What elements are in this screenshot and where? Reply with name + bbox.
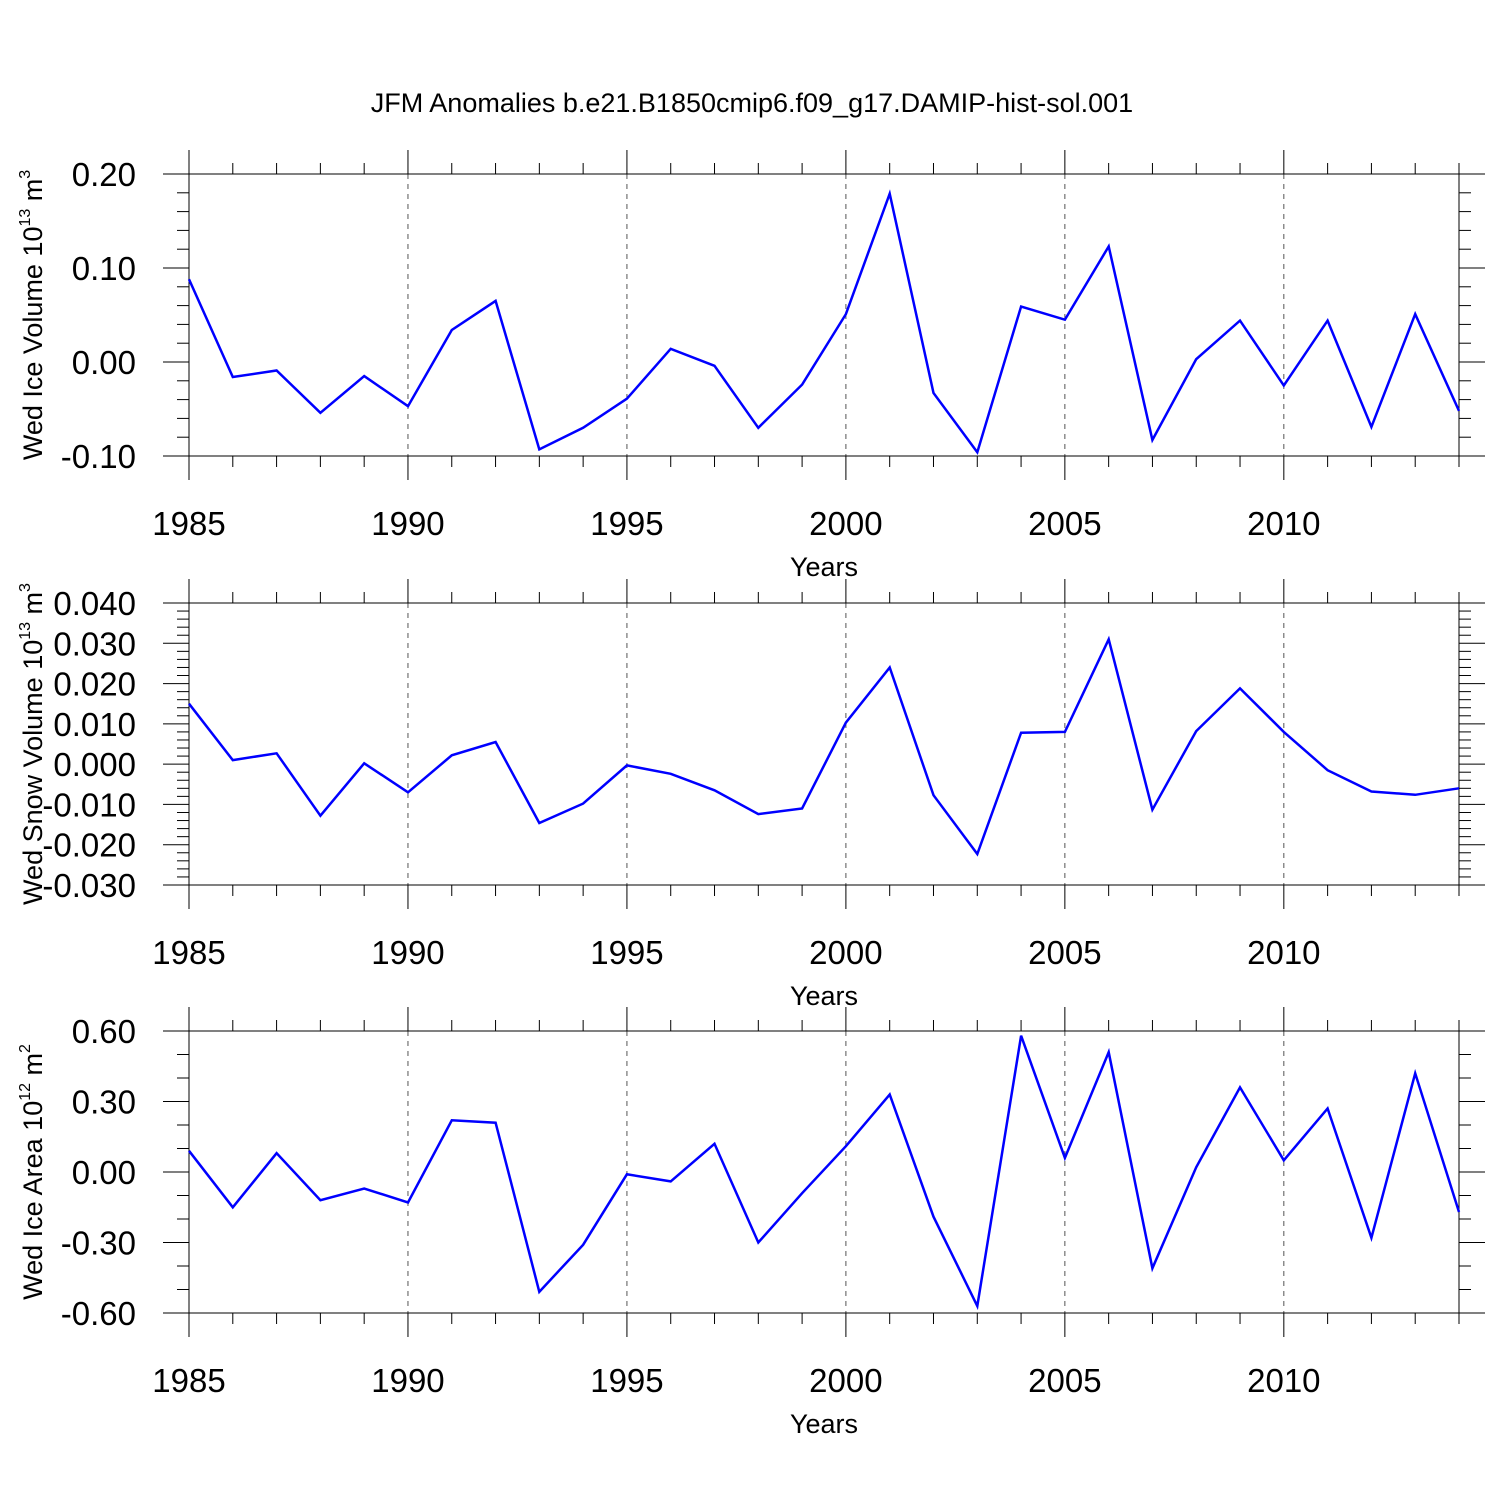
y-tick-label: -0.020 [42,827,136,864]
x-axis-title: Years [790,1409,858,1439]
x-tick-label: 1985 [152,934,225,971]
y-tick-label: 0.000 [53,746,136,783]
series-line [187,189,1461,455]
y-tick-label: 0.010 [53,706,136,743]
y-axis-title-unit-power: 3 [17,583,34,592]
y-tick-label: 0.020 [53,666,136,703]
panel-ice-volume: 1985 1990 1995 2000 2005 2010 Years -0.10 0.00 0.… [17,150,1485,582]
y-tick-label: -0.10 [61,438,136,475]
x-axis-title: Years [790,981,858,1011]
y-axis-title-unit-power: 2 [17,1044,34,1053]
y-tick-label: -0.60 [61,1295,136,1332]
y-tick-label: 0.030 [53,625,136,662]
y-tick-label: 0.00 [72,344,136,381]
y-axis-title: Wed Ice Area 1012 m2 [17,1044,48,1300]
y-axis-title-text: Wed Snow Volume 10 [18,640,48,905]
x-tick-label: 2010 [1247,934,1320,971]
x-tick-label: 1995 [590,934,663,971]
y-axis-title-text: Wed Ice Area 10 [18,1101,48,1300]
x-tick-label: 2000 [809,934,882,971]
x-tick-label: 2000 [809,1362,882,1399]
x-tick-label: 1990 [371,1362,444,1399]
x-tick-label: 2010 [1247,1362,1320,1399]
x-tick-label: 1990 [371,505,444,542]
y-axis-title-exponent: 12 [17,1083,34,1101]
y-tick-label: -0.30 [61,1225,136,1262]
y-axis-title: Wed Snow Volume 1013 m3 [17,583,48,905]
y-tick-label: 0.040 [53,585,136,622]
y-axis-title-exponent: 13 [17,622,34,640]
y-axis-title: Wed Ice Volume 1013 m3 [17,170,48,460]
y-tick-label: 0.10 [72,250,136,287]
plot-frame [188,1030,1460,1314]
y-axis-title-unit: m [18,1053,48,1083]
series-line [188,635,1460,857]
x-tick-label: 1985 [152,505,225,542]
y-tick-label: -0.010 [42,786,136,823]
plot-frame [188,173,1460,457]
panel-snow-volume: 1985 1990 1995 2000 2005 2010 Years -0.030-0.02… [17,579,1485,1011]
x-tick-label: 2000 [809,505,882,542]
x-tick-label: 1985 [152,1362,225,1399]
y-axis-title-unit: m [18,592,48,622]
y-axis-title-text: Wed Ice Volume 10 [18,227,48,461]
y-tick-label: 0.60 [72,1013,136,1050]
y-axis-title-unit: m [18,179,48,209]
x-tick-label: 2010 [1247,505,1320,542]
x-tick-label: 2005 [1028,1362,1101,1399]
y-axis-title-unit-power: 3 [17,170,34,179]
x-tick-label: 1995 [590,505,663,542]
y-tick-label: 0.00 [72,1154,136,1191]
y-tick-label: -0.030 [42,867,136,904]
x-axis-title: Years [790,552,858,582]
panel-ice-area: 1985 1990 1995 2000 2005 2010 Years -0.60 -0.30 0… [17,1007,1485,1439]
y-tick-label: 0.20 [72,156,136,193]
y-tick-label: 0.30 [72,1084,136,1121]
x-tick-label: 1995 [590,1362,663,1399]
series-line [188,1035,1461,1311]
chart-title: JFM Anomalies b.e21.B1850cmip6.f09_g17.D… [371,88,1133,118]
x-tick-label: 1990 [371,934,444,971]
plot-frame [188,602,1460,886]
y-axis-title-exponent: 13 [17,209,34,227]
x-tick-label: 2005 [1028,505,1101,542]
x-tick-label: 2005 [1028,934,1101,971]
